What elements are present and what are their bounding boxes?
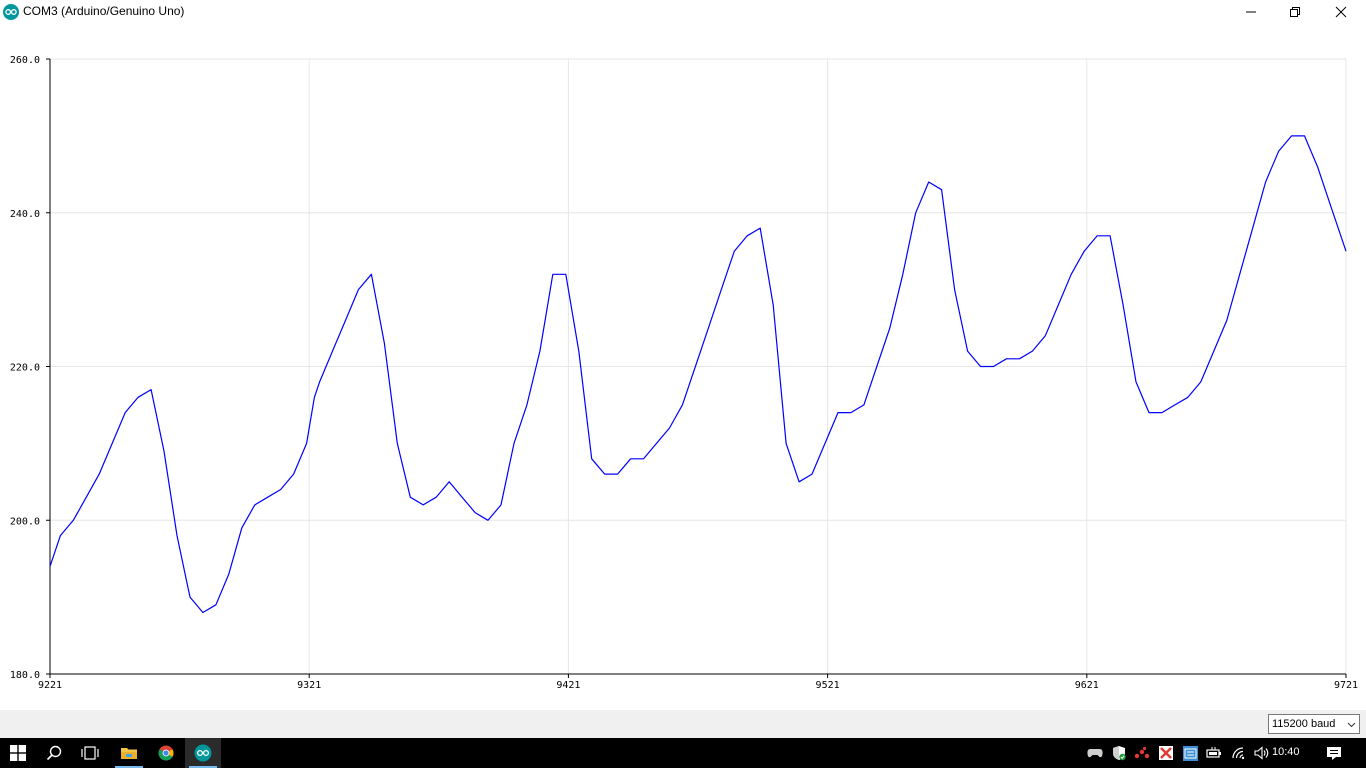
tray-red-x[interactable] bbox=[1155, 738, 1177, 768]
volume-icon bbox=[1254, 746, 1269, 760]
x-tick-label: 9621 bbox=[1075, 680, 1099, 691]
tray-wifi[interactable] bbox=[1228, 738, 1250, 768]
x-tick-label: 9421 bbox=[556, 680, 580, 691]
chevron-down-icon bbox=[1347, 722, 1356, 728]
restore-button[interactable] bbox=[1272, 0, 1318, 24]
taskbar-chrome[interactable] bbox=[148, 738, 184, 768]
windows-taskbar: 10:40 bbox=[0, 738, 1366, 768]
window-title: COM3 (Arduino/Genuino Uno) bbox=[23, 4, 185, 18]
close-icon bbox=[1335, 6, 1347, 18]
wifi-icon bbox=[1232, 747, 1245, 760]
windows-start-icon bbox=[10, 745, 26, 761]
search-icon bbox=[46, 745, 62, 761]
restore-icon bbox=[1290, 7, 1300, 17]
taskbar-arduino[interactable] bbox=[185, 738, 221, 768]
security-shield-icon bbox=[1113, 746, 1126, 761]
arduino-icon bbox=[3, 4, 19, 20]
taskbar-file-explorer[interactable] bbox=[111, 738, 147, 768]
minimize-icon bbox=[1246, 11, 1256, 13]
task-view-icon bbox=[81, 746, 99, 760]
tray-volume[interactable] bbox=[1251, 738, 1273, 768]
tray-gamepad[interactable] bbox=[1084, 738, 1106, 768]
red-x-icon bbox=[1159, 746, 1173, 760]
tray-battery[interactable] bbox=[1203, 738, 1225, 768]
close-button[interactable] bbox=[1318, 0, 1364, 24]
tray-keyboard[interactable] bbox=[1179, 738, 1201, 768]
chrome-icon bbox=[158, 745, 174, 761]
task-view-button[interactable] bbox=[72, 738, 108, 768]
minimize-button[interactable] bbox=[1228, 0, 1274, 24]
x-tick-label: 9321 bbox=[297, 680, 321, 691]
x-tick-label: 9221 bbox=[38, 680, 62, 691]
y-tick-label: 260.0 bbox=[10, 55, 40, 66]
notification-icon bbox=[1327, 746, 1341, 760]
search-button[interactable] bbox=[36, 738, 72, 768]
taskbar-clock[interactable]: 10:40 bbox=[1272, 746, 1300, 758]
network-dots-icon bbox=[1134, 746, 1150, 759]
file-explorer-icon bbox=[121, 748, 137, 759]
serial-plotter-area: 260.0 240.0 220.0 200.0 180.0 9221 9321 9421 952… bbox=[0, 24, 1366, 710]
window-titlebar: COM3 (Arduino/Genuino Uno) bbox=[0, 0, 1366, 24]
tray-notifications[interactable] bbox=[1320, 738, 1348, 768]
series-line bbox=[49, 135, 1347, 614]
keyboard-icon bbox=[1182, 745, 1198, 761]
battery-icon bbox=[1206, 747, 1221, 758]
tray-network-dots[interactable] bbox=[1131, 738, 1153, 768]
gamepad-icon bbox=[1087, 749, 1103, 758]
baud-rate-select[interactable]: 115200 baud bbox=[1268, 714, 1360, 734]
x-tick-label: 9721 bbox=[1334, 680, 1358, 691]
y-tick-label: 200.0 bbox=[10, 516, 40, 527]
x-tick-label: 9521 bbox=[816, 680, 840, 691]
y-tick-label: 220.0 bbox=[10, 363, 40, 374]
tray-security[interactable] bbox=[1108, 738, 1130, 768]
start-button[interactable] bbox=[0, 738, 36, 768]
baud-rate-value: 115200 baud bbox=[1272, 718, 1336, 730]
plotter-controls-bar: 115200 baud bbox=[0, 710, 1366, 738]
y-tick-label: 240.0 bbox=[10, 209, 40, 220]
arduino-icon bbox=[194, 744, 212, 762]
y-tick-label: 180.0 bbox=[10, 670, 40, 681]
